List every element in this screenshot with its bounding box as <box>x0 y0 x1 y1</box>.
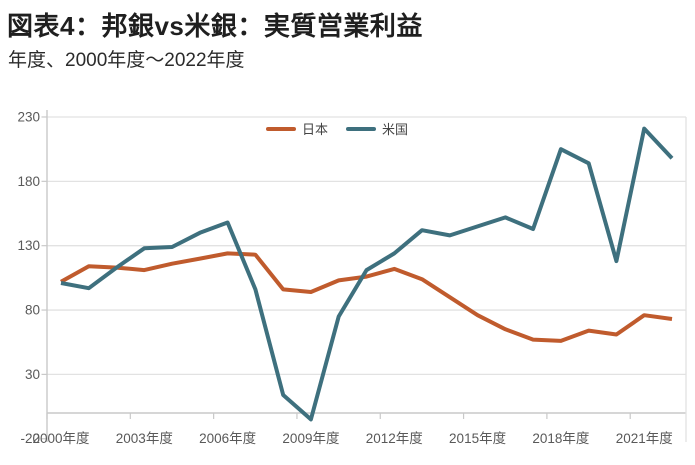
legend-label-us: 米国 <box>382 122 409 137</box>
y-tick-label: 230 <box>17 109 40 124</box>
y-tick-label: 30 <box>25 367 40 382</box>
y-tick-label: 80 <box>25 303 40 318</box>
us-series-line <box>60 126 674 422</box>
japan-line-swatch <box>266 126 296 131</box>
y-tick-label: -20 <box>20 431 40 446</box>
x-tick-label: 2021年度 <box>616 431 673 446</box>
chart-title: 図表4：邦銀vs米銀：実質営業利益 <box>7 11 423 41</box>
y-tick-label: 180 <box>17 174 40 189</box>
x-tick-label: 2018年度 <box>532 431 589 446</box>
y-tick-label: 130 <box>17 238 40 253</box>
x-tick-label: 2012年度 <box>366 431 423 446</box>
legend-item-japan: 日本 <box>266 119 328 138</box>
chart-legend: 日本 米国 <box>266 119 408 138</box>
x-tick-label: 2003年度 <box>116 431 173 446</box>
legend-label-japan: 日本 <box>302 122 329 137</box>
x-tick-label: 2006年度 <box>199 431 256 446</box>
x-tick-label: 2000年度 <box>32 431 89 446</box>
chart-subtitle: 年度、2000年度～2022年度 <box>8 50 245 71</box>
japan-series-line <box>60 251 673 343</box>
legend-item-us: 米国 <box>346 119 408 138</box>
x-tick-label: 2009年度 <box>282 431 339 446</box>
x-tick-label: 2015年度 <box>449 431 506 446</box>
us-line-swatch <box>346 126 377 131</box>
